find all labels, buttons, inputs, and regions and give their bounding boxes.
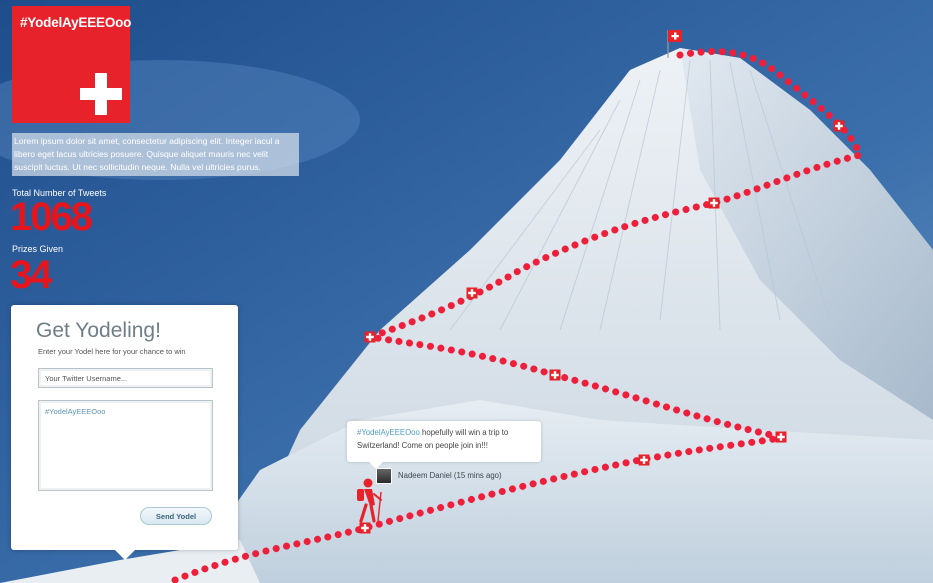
brand-logo[interactable]: #YodelAyEEEOoo [12,6,132,123]
swiss-flag-icon [667,30,682,58]
hiker-icon [357,478,382,523]
tweet-hashtag[interactable]: #YodelAyEEEOoo [357,428,420,437]
send-yodel-button[interactable]: Send Yodel [140,507,212,525]
twitter-username-input[interactable] [38,368,213,388]
yodel-message-field[interactable]: #YodelAyEEEOoo [38,400,213,491]
intro-text: Lorem ipsum dolor sit amet, consectetur … [12,133,299,176]
tweet-bubble: #YodelAyEEEOoo hopefully will win a trip… [347,421,541,469]
form-title: Get Yodeling! [36,319,161,342]
prizes-value: 34 [10,253,52,297]
checkpoint-cross-icon [359,120,845,534]
logo-hashtag: #YodelAyEEEOoo [20,15,132,30]
tweets-count-label: Total Number of Tweets [12,188,107,198]
tweet-author: Nadeem Daniel (15 mins ago) [398,471,502,480]
tweet-time: (15 mins ago) [453,471,502,480]
yodel-form-card: Get Yodeling! Enter your Yodel here for … [11,305,238,560]
tweet-author-name[interactable]: Nadeem Daniel [398,471,452,480]
tweets-count-value: 1068 [10,195,93,239]
swiss-cross-icon [80,73,122,115]
avatar[interactable] [376,468,392,484]
form-subtitle: Enter your Yodel here for your chance to… [38,347,186,356]
tweet-text: hopefully will win a trip to Switzerland… [357,428,509,450]
prizes-label: Prizes Given [12,244,64,254]
